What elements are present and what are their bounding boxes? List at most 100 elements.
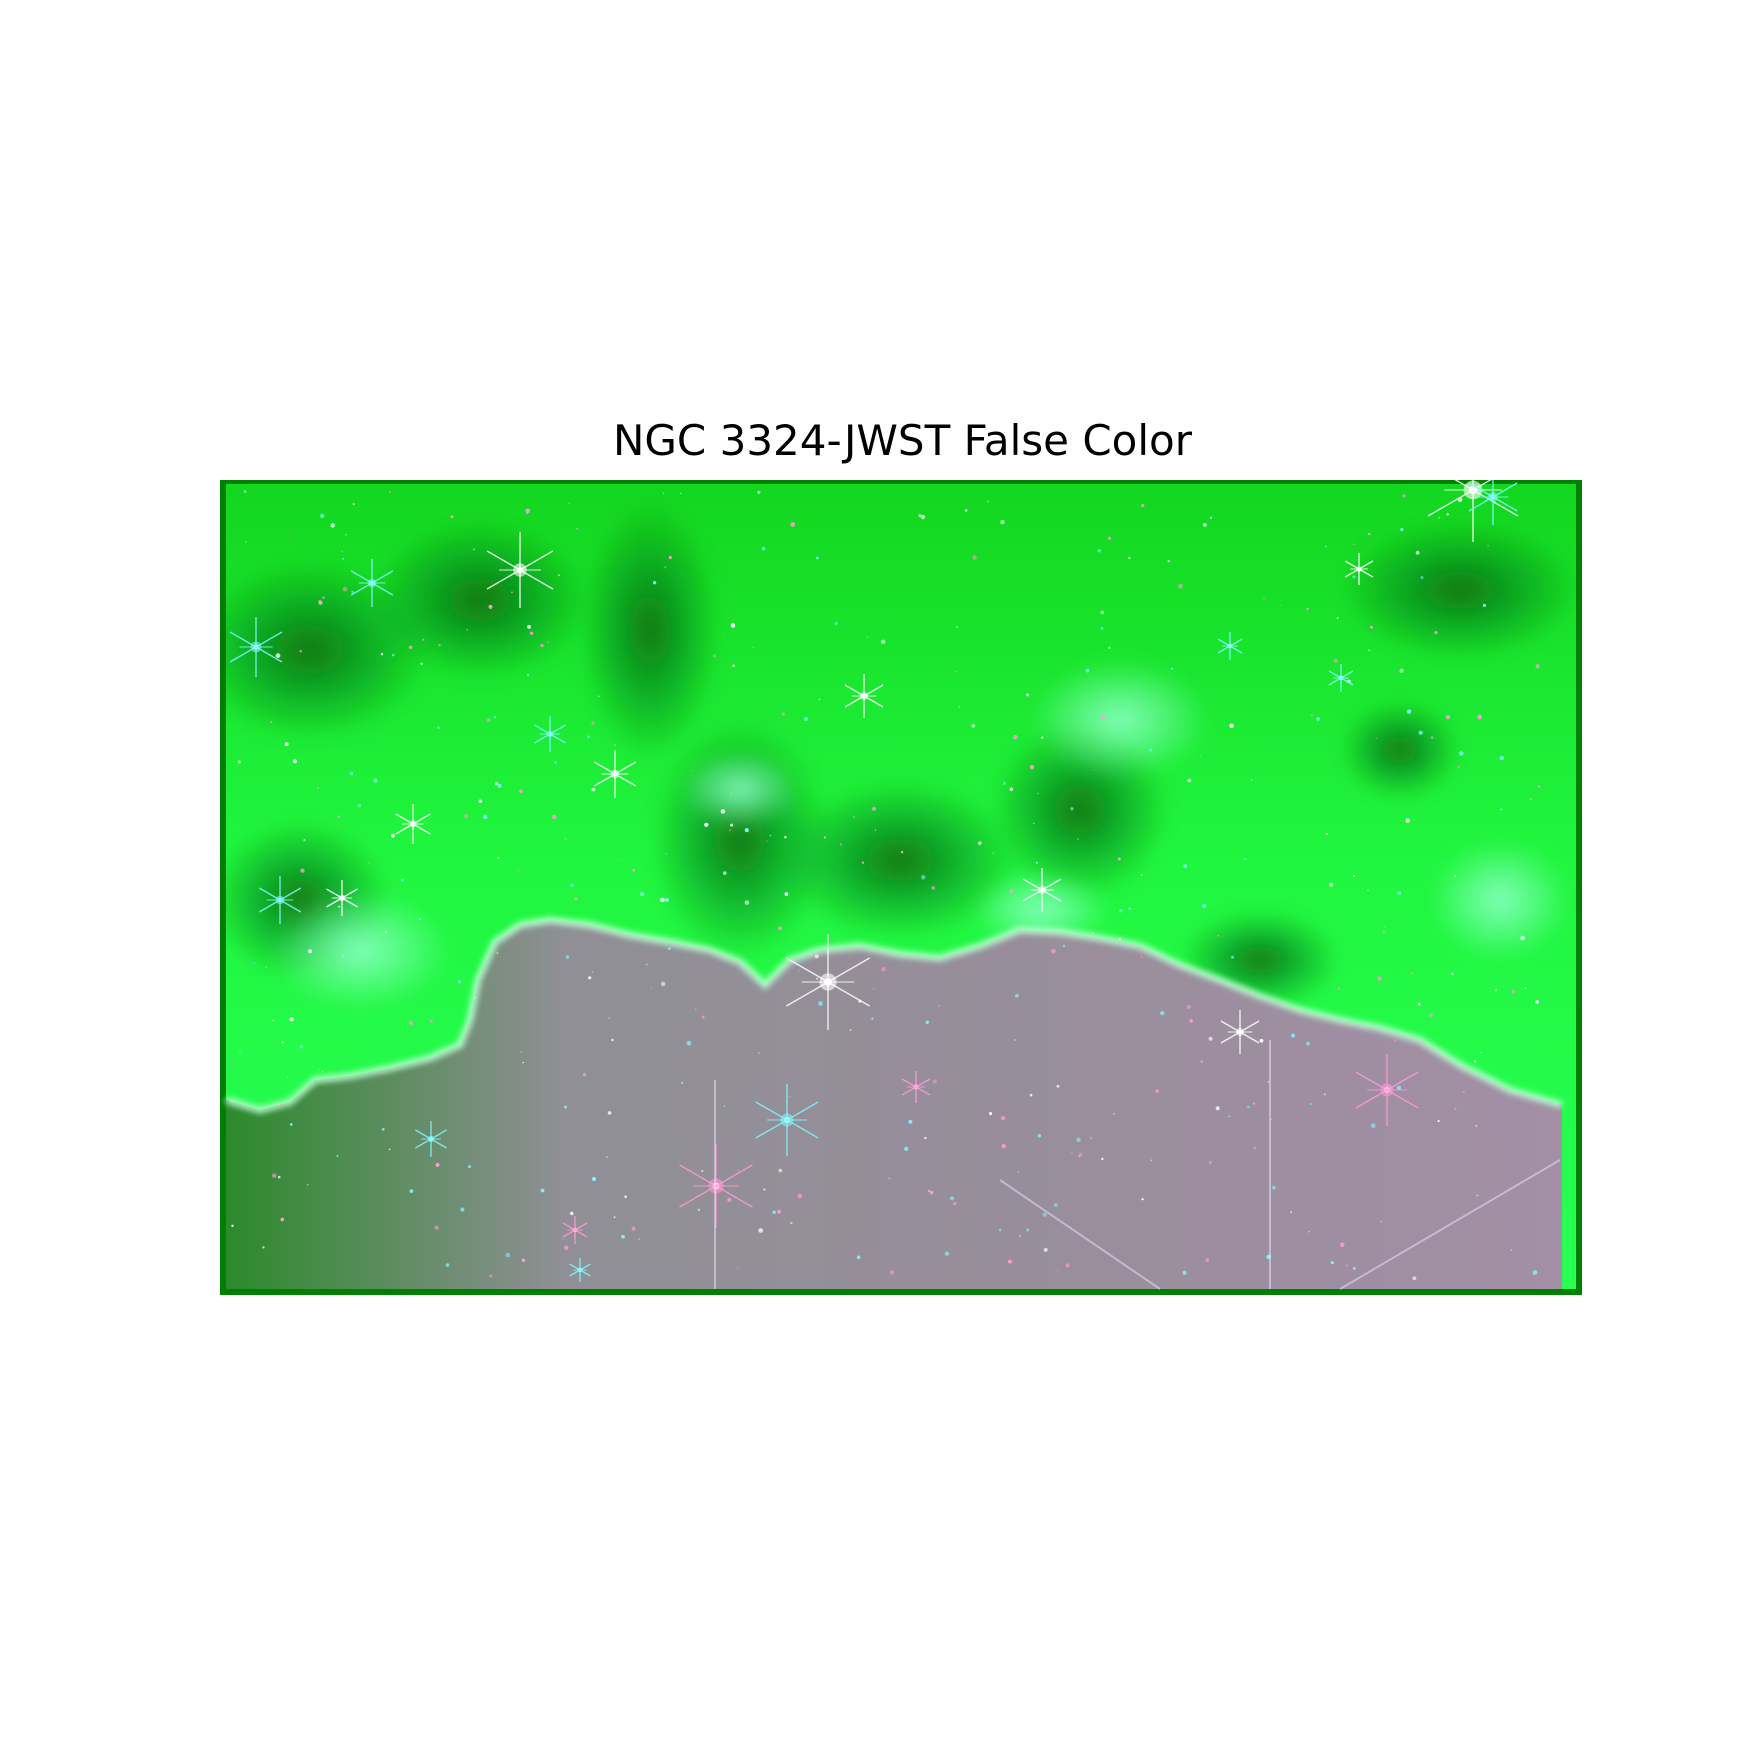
- field-star: [1076, 1138, 1081, 1143]
- field-star: [763, 1188, 765, 1190]
- field-star: [993, 853, 995, 855]
- field-star: [938, 1005, 939, 1006]
- field-star: [1260, 1039, 1264, 1043]
- field-star: [541, 1189, 545, 1193]
- field-star: [1141, 504, 1144, 507]
- field-star: [1183, 864, 1187, 868]
- field-star: [818, 1001, 823, 1006]
- field-star: [608, 1111, 612, 1115]
- field-star: [1271, 1119, 1272, 1120]
- field-star: [611, 1039, 613, 1041]
- field-star: [343, 587, 348, 592]
- field-star: [702, 1016, 705, 1019]
- field-star: [1367, 889, 1369, 891]
- field-star: [978, 841, 981, 844]
- field-star: [290, 1123, 293, 1126]
- field-star: [1188, 779, 1192, 783]
- field-star: [1370, 626, 1373, 629]
- field-star: [1397, 1086, 1401, 1090]
- field-star: [738, 1170, 739, 1171]
- field-star: [1063, 945, 1065, 947]
- field-star: [687, 1041, 692, 1046]
- field-star: [1495, 989, 1497, 991]
- field-star: [965, 509, 967, 511]
- field-star: [1030, 1094, 1033, 1097]
- field-star: [766, 840, 767, 841]
- field-star: [930, 1191, 934, 1195]
- field-star: [681, 1082, 683, 1084]
- nebula-image: [220, 480, 1582, 1295]
- field-star: [519, 790, 523, 794]
- field-star: [1118, 858, 1121, 861]
- field-star: [1013, 735, 1018, 740]
- field-star: [1077, 838, 1079, 840]
- field-star: [1229, 724, 1233, 728]
- field-star: [409, 645, 413, 649]
- field-star: [1411, 972, 1413, 974]
- field-star: [338, 815, 340, 817]
- field-star: [1538, 785, 1540, 787]
- field-star: [730, 824, 733, 827]
- field-star: [1268, 1081, 1269, 1082]
- field-star: [1463, 1091, 1465, 1093]
- field-star: [758, 1052, 759, 1053]
- field-star: [598, 696, 600, 698]
- field-star: [401, 879, 404, 882]
- field-star: [1331, 1261, 1334, 1264]
- field-star: [1308, 1231, 1310, 1233]
- field-star: [1071, 1152, 1073, 1154]
- field-star: [1168, 560, 1170, 562]
- field-star: [466, 629, 468, 631]
- field-star: [303, 839, 305, 841]
- field-star: [1451, 972, 1454, 975]
- field-star: [933, 1080, 937, 1084]
- field-star: [1446, 513, 1448, 515]
- field-star: [875, 829, 877, 831]
- field-star: [872, 807, 876, 811]
- field-star: [548, 642, 549, 643]
- field-star: [420, 663, 422, 665]
- field-star: [520, 1051, 521, 1052]
- field-star: [522, 1259, 526, 1263]
- field-star: [632, 869, 635, 872]
- field-star: [1477, 715, 1482, 720]
- field-star: [446, 1263, 450, 1267]
- field-star: [1008, 1260, 1012, 1264]
- field-star: [254, 962, 255, 963]
- field-star: [1483, 604, 1486, 607]
- field-star: [804, 717, 808, 721]
- field-star: [1231, 956, 1234, 959]
- field-star: [570, 1212, 573, 1215]
- field-star: [1205, 1258, 1209, 1262]
- field-star: [1228, 1115, 1230, 1117]
- field-star: [1325, 546, 1327, 548]
- field-star: [1533, 1270, 1538, 1275]
- field-star: [1402, 494, 1405, 497]
- field-star: [281, 1041, 284, 1044]
- field-star: [1128, 907, 1131, 910]
- field-star: [1412, 1276, 1416, 1280]
- field-star: [862, 862, 864, 864]
- field-star: [1510, 1249, 1512, 1251]
- field-star: [777, 1210, 781, 1214]
- field-star: [1182, 1271, 1186, 1275]
- field-star: [691, 770, 692, 771]
- field-star: [1418, 1003, 1421, 1006]
- field-star: [389, 1149, 391, 1151]
- field-star: [904, 1147, 908, 1151]
- field-star: [262, 1246, 264, 1248]
- field-star: [624, 1195, 627, 1198]
- field-star: [723, 871, 727, 875]
- field-star: [1030, 765, 1034, 769]
- field-star: [1334, 658, 1338, 662]
- field-star: [1352, 575, 1355, 578]
- field-star: [729, 829, 731, 831]
- field-star: [497, 952, 498, 953]
- field-star: [392, 654, 395, 657]
- field-star: [322, 1070, 324, 1072]
- field-star: [1002, 1144, 1006, 1148]
- field-star: [1026, 694, 1029, 697]
- field-star: [238, 761, 241, 764]
- field-star: [409, 1189, 413, 1193]
- field-star: [517, 869, 519, 871]
